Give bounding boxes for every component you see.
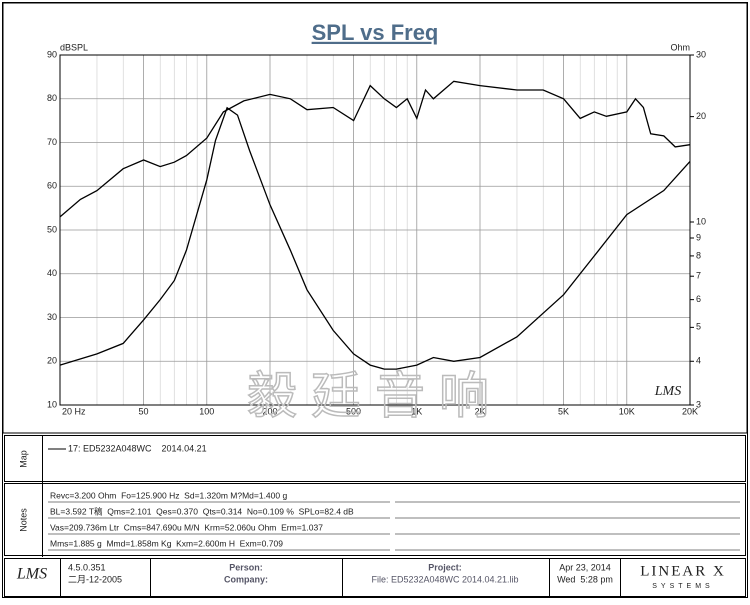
- y-tick-label: 60: [47, 181, 57, 191]
- brand: LINEAR X: [640, 563, 726, 579]
- y2-tick-label: 8: [696, 250, 701, 260]
- brand-sub: SYSTEMS: [652, 583, 713, 590]
- y-tick-label: 30: [47, 312, 57, 322]
- y-axis-label: dBSPL: [60, 42, 88, 52]
- y2-tick-label: 9: [696, 232, 701, 242]
- series-line: [59, 106, 691, 370]
- y2-tick-label: 6: [696, 294, 701, 304]
- y-tick-label: 80: [47, 93, 57, 103]
- person: Person:: [229, 562, 263, 572]
- plot-logo: LMS: [654, 384, 681, 399]
- y2-tick-label: 20: [696, 111, 706, 121]
- map-panel: [4, 435, 746, 482]
- legend-entry: 17: ED5232A048WC 2014.04.21: [68, 443, 207, 453]
- x-tick-label: 50: [139, 406, 149, 416]
- build-date: 二月-12-2005: [68, 574, 122, 584]
- company: Company:: [224, 574, 268, 584]
- y2-tick-label: 30: [696, 49, 706, 59]
- y-tick-label: 40: [47, 268, 57, 278]
- y2-tick-label: 10: [696, 216, 706, 226]
- notes-label: Notes: [18, 508, 28, 532]
- time: Wed 5:28 pm: [557, 574, 613, 584]
- file: File: ED5232A048WC 2014.04.21.lib: [371, 574, 518, 584]
- y-tick-label: 90: [47, 49, 57, 59]
- note-line: Mms=1.885 g Mmd=1.858m Kg Kxm=2.600m H E…: [50, 538, 283, 548]
- x-tick-label: 5K: [558, 406, 569, 416]
- x-tick-label: 2K: [474, 406, 485, 416]
- x-tick-label: 20K: [682, 406, 698, 416]
- plot-frame: [59, 54, 691, 406]
- note-line: Vas=209.736m Ltr Cms=847.690u M/N Krm=52…: [50, 522, 323, 532]
- notes-panel: [4, 483, 746, 556]
- y2-tick-label: 4: [696, 356, 701, 366]
- series-line: [59, 80, 691, 218]
- date: Apr 23, 2014: [559, 562, 611, 572]
- y-tick-label: 50: [47, 224, 57, 234]
- footer-logo: LMS: [16, 566, 47, 583]
- watermark: 毅廷音响: [247, 368, 503, 424]
- map-label: Map: [18, 450, 28, 468]
- chart-title: SPL vs Freq: [312, 20, 439, 45]
- y2-tick-label: 7: [696, 271, 701, 281]
- footer: [4, 558, 746, 597]
- y-tick-label: 70: [47, 137, 57, 147]
- note-line: Revc=3.200 Ohm Fo=125.900 Hz Sd=1.320m M…: [50, 490, 287, 500]
- y2-tick-label: 3: [696, 399, 701, 409]
- x-tick-label: 1K: [411, 406, 422, 416]
- y-tick-label: 20: [47, 356, 57, 366]
- x-tick-label: 500: [346, 406, 361, 416]
- x-tick-label: 100: [199, 406, 214, 416]
- version: 4.5.0.351: [68, 562, 106, 572]
- y2-tick-label: 5: [696, 322, 701, 332]
- x-tick-label: 20 Hz: [62, 406, 86, 416]
- x-tick-label: 200: [262, 406, 277, 416]
- project: Project:: [428, 562, 462, 572]
- y-tick-label: 10: [47, 399, 57, 409]
- note-line: BL=3.592 T稿 Qms=2.101 Qes=0.370 Qts=0.31…: [50, 506, 354, 516]
- x-tick-label: 10K: [619, 406, 635, 416]
- y2-axis-label: Ohm: [670, 42, 690, 52]
